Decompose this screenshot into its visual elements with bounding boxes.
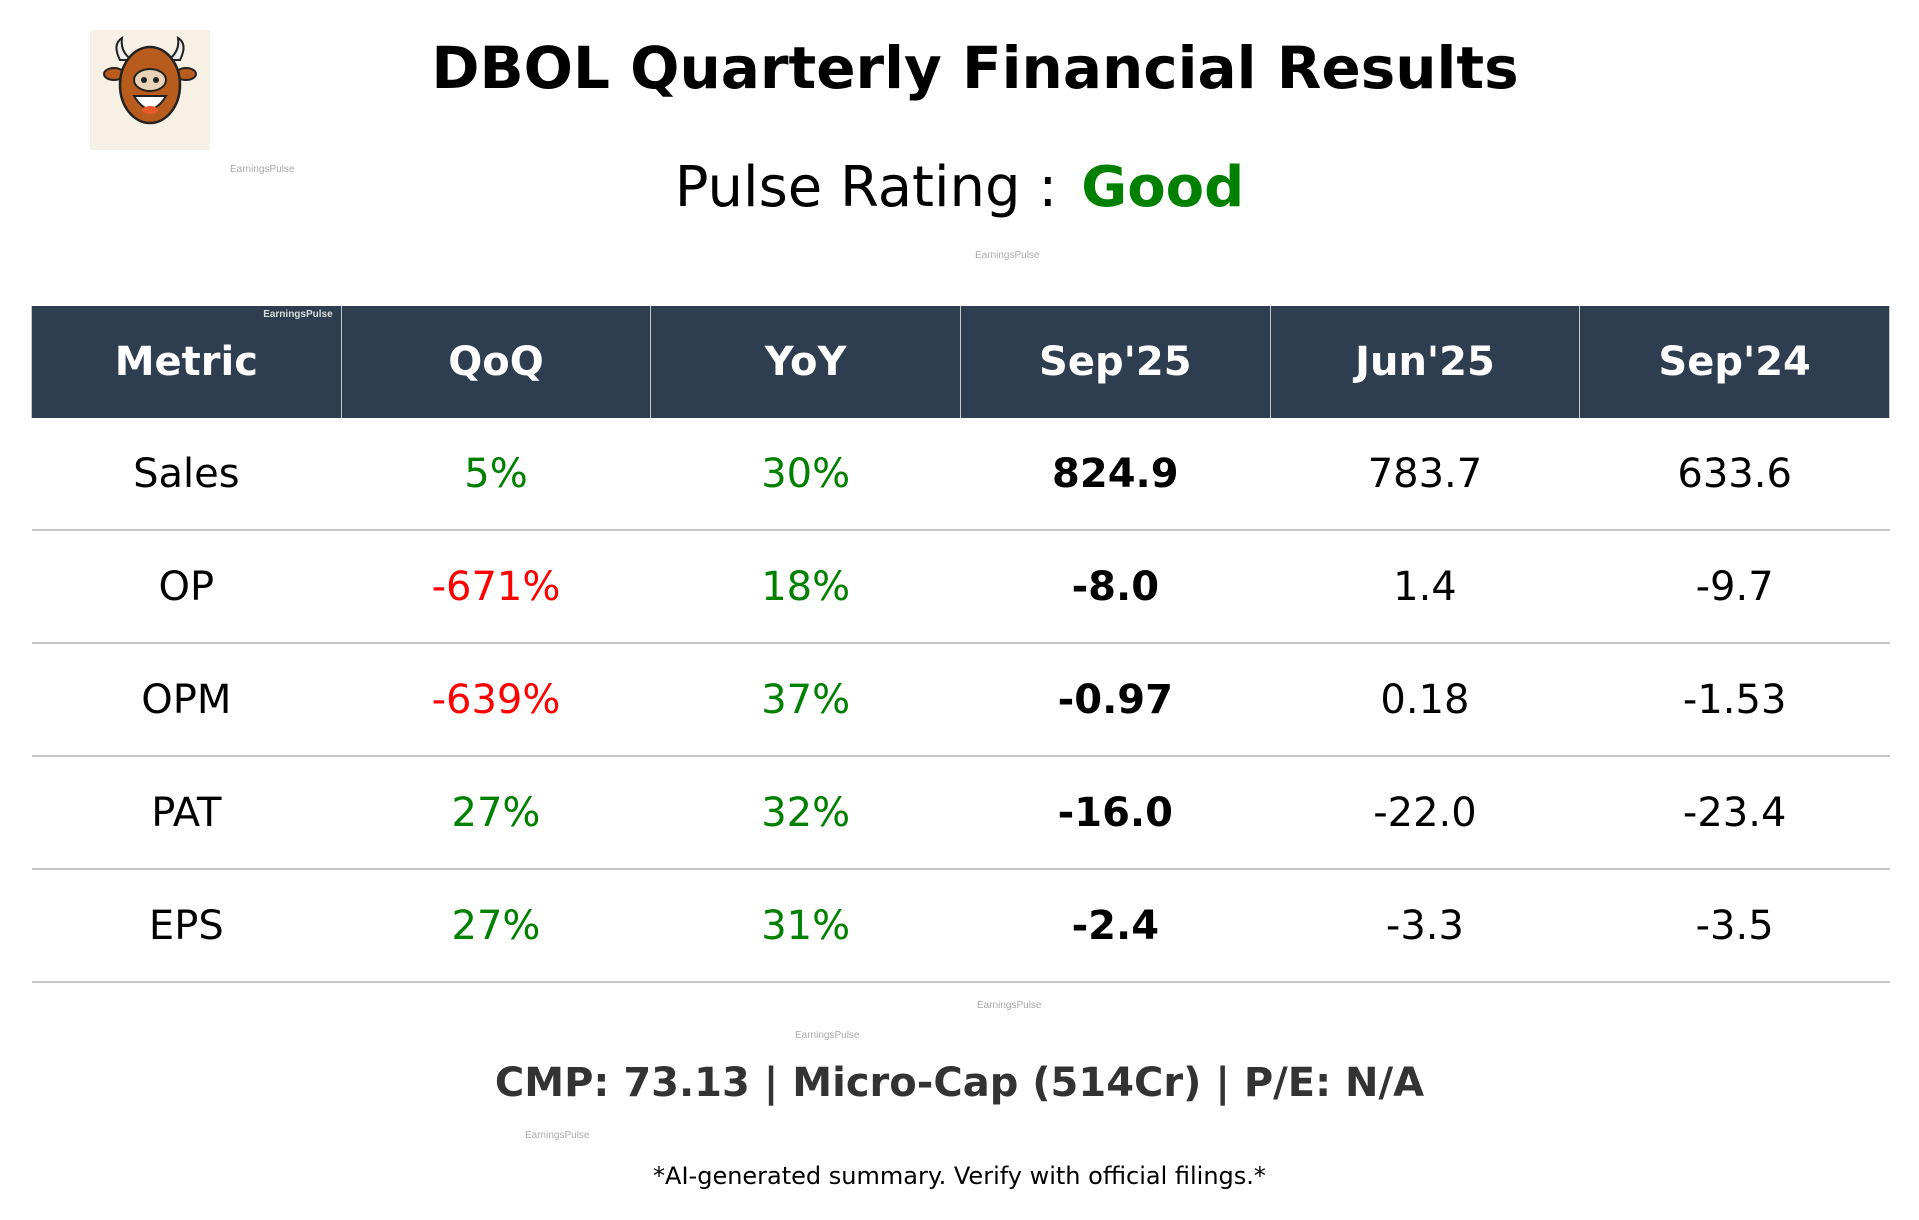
cell-sep24: -23.4 [1579, 756, 1890, 870]
table-row: EPS 27% 31% -2.4 -3.3 -3.5 [31, 869, 1890, 983]
cell-sep25: -2.4 [960, 869, 1271, 983]
cell-qoq: 27% [341, 869, 651, 983]
cell-jun25: 0.18 [1270, 643, 1580, 757]
pulse-rating: Pulse Rating : Good [0, 155, 1919, 220]
column-header: QoQ [340, 306, 652, 418]
cell-qoq: -639% [341, 643, 651, 757]
column-header: YoY [650, 306, 961, 418]
cell-jun25: -3.3 [1270, 869, 1580, 983]
table-row: OPM -639% 37% -0.97 0.18 -1.53 [31, 643, 1890, 757]
rating-label: Pulse Rating : [674, 155, 1058, 220]
column-header: Sep'25 [959, 306, 1271, 418]
watermark: EarningsPulse [230, 164, 295, 175]
cell-yoy: 18% [650, 530, 961, 644]
cell-sep25: -0.97 [960, 643, 1271, 757]
results-table: Metric EarningsPulse QoQ YoY Sep'25 Jun'25 Sep… [31, 306, 1890, 983]
cell-sep25: 824.9 [960, 418, 1271, 531]
cell-sep24: 633.6 [1579, 418, 1890, 531]
cell-yoy: 32% [650, 756, 961, 870]
cell-qoq: -671% [341, 530, 651, 644]
cell-metric: Sales [31, 418, 342, 531]
cell-metric: OPM [31, 643, 342, 757]
cell-sep25: -8.0 [960, 530, 1271, 644]
watermark: EarningsPulse [263, 309, 333, 320]
cell-metric: PAT [31, 756, 342, 870]
cell-jun25: -22.0 [1270, 756, 1580, 870]
table-row: Sales 5% 30% 824.9 783.7 633.6 [31, 418, 1890, 531]
cell-sep25: -16.0 [960, 756, 1271, 870]
cell-yoy: 31% [650, 869, 961, 983]
column-header: Metric EarningsPulse [31, 306, 342, 418]
cell-yoy: 37% [650, 643, 961, 757]
rating-value: Good [1081, 155, 1245, 220]
cell-jun25: 1.4 [1270, 530, 1580, 644]
watermark: EarningsPulse [975, 250, 1040, 261]
column-header: Sep'24 [1579, 306, 1890, 418]
table-header-row: Metric EarningsPulse QoQ YoY Sep'25 Jun'25 Sep… [31, 306, 1890, 418]
watermark: EarningsPulse [977, 1000, 1042, 1011]
cell-metric: OP [31, 530, 342, 644]
table-row: PAT 27% 32% -16.0 -22.0 -23.4 [31, 756, 1890, 870]
table-row: OP -671% 18% -8.0 1.4 -9.7 [31, 530, 1890, 644]
cell-qoq: 5% [341, 418, 651, 531]
disclaimer: *AI-generated summary. Verify with offic… [653, 1162, 1266, 1190]
cell-metric: EPS [31, 869, 342, 983]
cell-jun25: 783.7 [1270, 418, 1580, 531]
earnings-pulse-logo [90, 30, 210, 150]
cell-yoy: 30% [650, 418, 961, 531]
cell-sep24: -1.53 [1579, 643, 1890, 757]
cell-qoq: 27% [341, 756, 651, 870]
market-summary: CMP: 73.13 | Micro-Cap (514Cr) | P/E: N/… [494, 1060, 1425, 1106]
page-title: DBOL Quarterly Financial Results [431, 34, 1519, 102]
column-header: Jun'25 [1269, 306, 1581, 418]
cell-sep24: -9.7 [1579, 530, 1890, 644]
watermark: EarningsPulse [525, 1130, 590, 1141]
watermark: EarningsPulse [795, 1030, 860, 1041]
cell-sep24: -3.5 [1579, 869, 1890, 983]
